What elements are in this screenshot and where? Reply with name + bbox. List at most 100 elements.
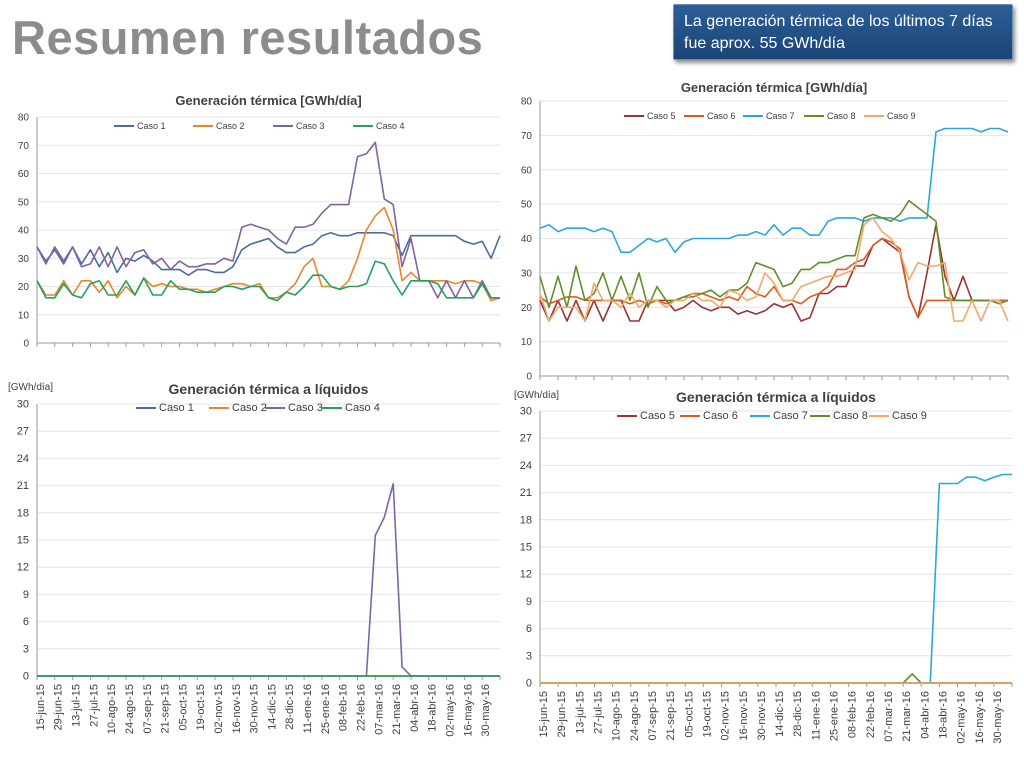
legend-label-caso-2: Caso 2 <box>216 121 245 131</box>
x-tick-label: 30-may-16 <box>992 691 1004 744</box>
x-tick-label: 21-mar-16 <box>901 691 913 742</box>
y-tick-label: 24 <box>520 460 532 472</box>
legend-label-caso-9: Caso 9 <box>887 111 916 121</box>
y-tick-label: 0 <box>526 678 532 690</box>
x-tick-label: 07-mar-16 <box>883 691 895 742</box>
x-tick-label: 16-may-16 <box>462 684 474 737</box>
y-tick-label: 60 <box>18 169 30 180</box>
x-tick-label: 21-sep-15 <box>160 684 172 734</box>
x-tick-label: 15-jun-15 <box>538 691 550 737</box>
y-tick-label: 15 <box>17 535 29 547</box>
x-tick-label: 25-ene-16 <box>829 691 841 741</box>
series-line-caso-9 <box>539 217 1009 322</box>
y-tick-label: 0 <box>23 671 29 683</box>
x-tick-label: 30-may-16 <box>480 684 492 737</box>
series-line-caso-7 <box>539 127 1009 254</box>
y-tick-label: 10 <box>18 310 30 321</box>
x-tick-label: 10-ago-15 <box>106 684 118 734</box>
x-tick-label: 13-jul-15 <box>71 684 83 727</box>
legend-label-caso-5: Caso 5 <box>640 410 675 422</box>
legend-label-caso-1: Caso 1 <box>137 121 166 131</box>
x-tick-label: 11-ene-16 <box>302 684 314 733</box>
legend-label-caso-4: Caso 4 <box>376 121 405 131</box>
y-unit-label: [GWh/día] <box>8 382 53 393</box>
x-tick-label: 19-oct-15 <box>701 691 713 737</box>
x-tick-label: 08-feb-16 <box>847 691 859 738</box>
x-tick-label: 30-nov-15 <box>756 691 768 741</box>
legend-label-caso-2: Caso 2 <box>232 402 267 414</box>
legend-label-caso-6: Caso 6 <box>703 410 738 422</box>
y-tick-label: 21 <box>520 487 532 499</box>
x-tick-label: 29-jun-15 <box>53 684 65 730</box>
x-tick-label: 21-mar-16 <box>391 684 403 735</box>
y-tick-label: 24 <box>17 453 29 465</box>
y-tick-label: 3 <box>23 643 29 655</box>
y-tick-label: 6 <box>23 616 29 628</box>
y-tick-label: 70 <box>18 141 30 152</box>
x-tick-label: 22-feb-16 <box>355 684 367 731</box>
chart-title: Generación térmica a líquidos <box>676 389 876 405</box>
legend-label-caso-9: Caso 9 <box>892 410 927 422</box>
chart-liquid-gen-cases-5-9: Generación térmica a líquidos [GWh/día] 0 3… <box>514 389 1013 744</box>
series-line-caso-7 <box>540 473 1012 684</box>
y-tick-label: 15 <box>520 542 532 554</box>
y-unit-label: [GWh/día] <box>514 390 559 401</box>
y-tick-label: 50 <box>18 197 30 208</box>
legend-label-caso-7: Caso 7 <box>766 111 795 121</box>
y-tick-label: 80 <box>521 97 533 108</box>
x-tick-label: 05-oct-15 <box>177 684 189 730</box>
x-tick-label: 27-jul-15 <box>88 684 100 727</box>
x-tick-label: 11-ene-16 <box>810 691 822 740</box>
legend-label-caso-7: Caso 7 <box>773 410 808 422</box>
y-tick-label: 20 <box>521 303 533 314</box>
y-tick-label: 10 <box>521 337 533 348</box>
x-tick-label: 07-sep-15 <box>647 691 659 741</box>
y-tick-label: 18 <box>17 507 29 519</box>
y-tick-label: 20 <box>18 282 30 293</box>
x-tick-label: 30-nov-15 <box>249 684 261 734</box>
legend-label-caso-5: Caso 5 <box>647 111 676 121</box>
y-tick-label: 6 <box>526 623 532 635</box>
y-tick-label: 30 <box>521 268 533 279</box>
series-line-caso-8 <box>540 673 1012 684</box>
x-tick-label: 19-oct-15 <box>195 684 207 730</box>
y-tick-label: 0 <box>526 372 532 383</box>
series-line-caso-1 <box>36 232 501 276</box>
legend-label-caso-1: Caso 1 <box>159 402 194 414</box>
x-tick-label: 02-may-16 <box>956 691 968 744</box>
legend-label-caso-8: Caso 8 <box>833 410 868 422</box>
y-tick-label: 3 <box>526 650 532 662</box>
x-tick-label: 15-jun-15 <box>35 684 47 730</box>
x-tick-label: 02-may-16 <box>444 684 456 737</box>
series-line-caso-6 <box>539 237 1008 319</box>
x-tick-label: 14-dic-15 <box>266 684 278 730</box>
legend-label-caso-3: Caso 3 <box>288 402 323 414</box>
x-tick-label: 14-dic-15 <box>774 691 786 737</box>
y-tick-label: 27 <box>17 426 29 438</box>
x-tick-label: 25-ene-16 <box>320 684 332 734</box>
chart-title: Generación térmica [GWh/día] <box>681 80 867 95</box>
chart-thermal-gen-cases-1-4: Generación térmica [GWh/día] 0 10 20 30 40 50 6… <box>18 93 501 350</box>
y-tick-label: 60 <box>521 165 533 176</box>
legend-label-caso-6: Caso 6 <box>707 111 736 121</box>
y-tick-label: 21 <box>17 480 29 492</box>
y-tick-label: 80 <box>18 113 30 124</box>
y-tick-label: 9 <box>23 589 29 601</box>
x-tick-label: 08-feb-16 <box>338 684 350 731</box>
x-tick-label: 05-oct-15 <box>683 691 695 737</box>
y-tick-label: 30 <box>520 406 532 418</box>
x-tick-label: 04-abr-16 <box>919 691 931 739</box>
y-tick-label: 27 <box>520 433 532 445</box>
x-tick-label: 04-abr-16 <box>409 684 421 732</box>
y-tick-label: 12 <box>520 569 532 581</box>
x-tick-label: 10-ago-15 <box>611 691 623 741</box>
x-tick-label: 16-nov-15 <box>231 684 243 734</box>
x-tick-label: 28-dic-15 <box>284 684 296 730</box>
x-tick-label: 24-ago-15 <box>629 691 641 741</box>
y-tick-label: 70 <box>521 131 533 142</box>
y-tick-label: 9 <box>526 596 532 608</box>
series-line-caso-4 <box>36 260 500 302</box>
legend-label-caso-3: Caso 3 <box>296 121 325 131</box>
y-tick-label: 18 <box>520 514 532 526</box>
x-tick-label: 29-jun-15 <box>556 691 568 737</box>
